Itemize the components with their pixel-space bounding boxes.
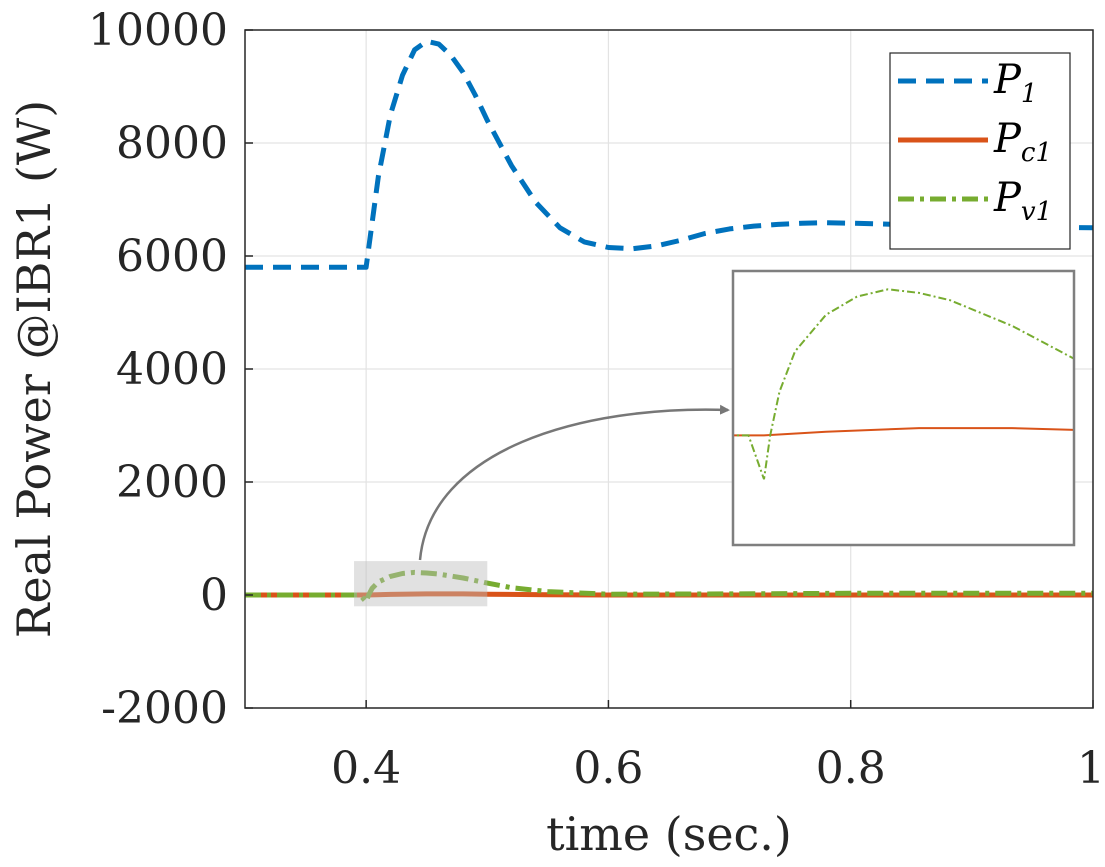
zoom-region (354, 561, 488, 607)
y-tick-label: 4000 (116, 344, 228, 395)
ticks: 0.4 0.6 0.8 1 -2000 0 2000 4000 6000 8000 10000 (88, 5, 1105, 794)
y-tick-label: 2000 (116, 457, 228, 508)
y-tick-label: 8000 (116, 118, 228, 169)
x-tick-label: 0.4 (331, 743, 401, 794)
inset (731, 269, 1076, 547)
series-line-P1 (245, 38, 1093, 270)
series-layer (245, 38, 1093, 605)
legend-box (889, 52, 1071, 250)
y-tick-label: 0 (200, 570, 228, 621)
x-tick-label: 0.8 (816, 743, 886, 794)
inset-series (733, 288, 1074, 480)
inset-line-Pc1 (733, 427, 1074, 437)
y-axis-label: Real Power @IBR1 (W) (7, 100, 61, 638)
y-tick-label: -2000 (101, 683, 228, 734)
series-line-Pv1 (245, 569, 1093, 605)
inset-background (733, 271, 1074, 545)
zoom-arrow (418, 404, 730, 561)
x-tick-label: 1 (1077, 743, 1105, 794)
inset-line-Pv1 (733, 288, 1074, 480)
y-tick-label: 10000 (88, 5, 228, 56)
y-tick-label: 6000 (116, 231, 228, 282)
x-axis-label: time (sec.) (546, 807, 792, 861)
x-tick-label: 0.6 (573, 743, 643, 794)
inset-frame (731, 269, 1076, 547)
